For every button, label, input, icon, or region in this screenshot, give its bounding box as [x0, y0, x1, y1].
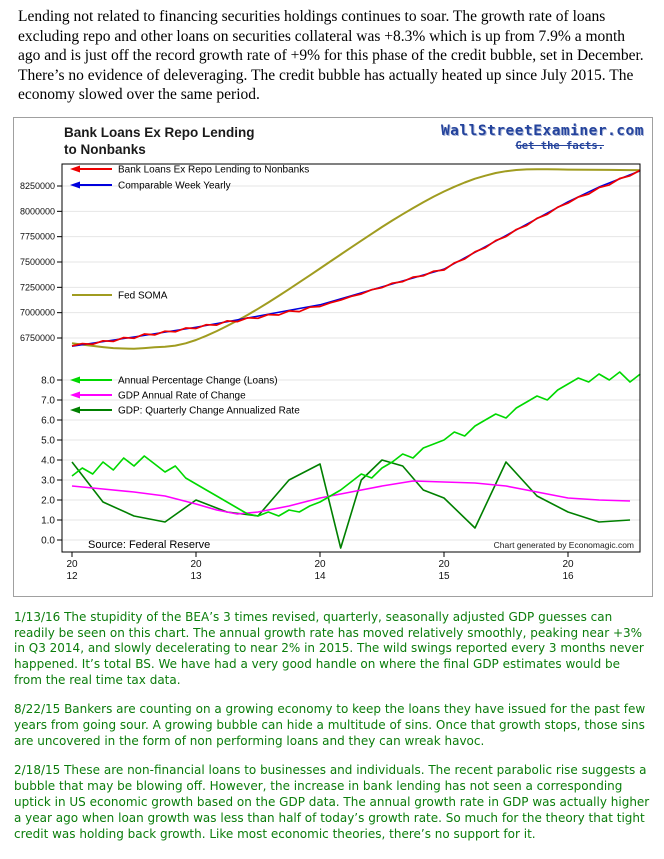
- y-tick-label: 6750000: [20, 333, 55, 343]
- x-tick-label-bottom: 13: [190, 571, 202, 582]
- chart-region: 8250000 8000000 7750000 7500000 7250000 70000…: [13, 116, 653, 597]
- x-tick-label-top: 20: [190, 559, 202, 570]
- watermark-block: WallStreetExaminer.com Get the facts.: [441, 123, 644, 152]
- y-tick-label: 4.0: [41, 455, 55, 466]
- legend-label-1: Comparable Week Yearly: [118, 180, 231, 191]
- y-tick-label: 3.0: [41, 475, 55, 486]
- series-line-2: [71, 167, 641, 350]
- legend-label-3: Annual Percentage Change (Loans): [118, 375, 278, 386]
- y-tick-label: 5.0: [41, 435, 55, 446]
- source-note: Source: Federal Reserve: [88, 539, 210, 551]
- comment-paragraph-3: 2/18/15 These are non-financial loans to…: [14, 763, 650, 842]
- y-tick-label: 7.0: [41, 395, 55, 406]
- comment-paragraph-1: 1/13/16 The stupidity of the BEA’s 3 tim…: [14, 609, 644, 688]
- x-tick-label-top: 20: [562, 559, 574, 570]
- chart-canvas: 8250000 8000000 7750000 7500000 7250000 70000…: [20, 163, 641, 582]
- y-tick-label: 0.0: [41, 535, 55, 546]
- y-tick-label: 2.0: [41, 495, 55, 506]
- y-tick-label: 8250000: [20, 181, 55, 191]
- chart-title-line1: Bank Loans Ex Repo Lending: [64, 124, 255, 140]
- article-page: Lending not related to financing securit…: [0, 7, 664, 843]
- intro-paragraph: Lending not related to financing securit…: [18, 8, 644, 104]
- y-tick-label: 7250000: [20, 282, 55, 292]
- y-tick-label: 7000000: [20, 307, 55, 317]
- watermark-tagline: Get the facts.: [515, 139, 604, 152]
- y-tick-label: 7750000: [20, 231, 55, 241]
- x-tick-label-top: 20: [438, 559, 450, 570]
- y-tick-label: 8.0: [41, 375, 55, 386]
- comment-paragraph-2: 8/22/15 Bankers are counting on a growin…: [14, 702, 646, 749]
- x-tick-label-bottom: 16: [562, 571, 574, 582]
- y-tick-label: 8000000: [20, 206, 55, 216]
- x-tick-label-top: 20: [66, 559, 78, 570]
- series-line-3: [71, 370, 641, 517]
- y-tick-label: 6.0: [41, 415, 55, 426]
- legend-label-5: GDP: Quarterly Change Annualized Rate: [118, 405, 300, 416]
- legend-arrow-icon: [70, 181, 80, 189]
- series-line-1: [71, 169, 641, 347]
- legend-arrow-icon: [70, 406, 80, 414]
- series-line-4: [71, 479, 631, 515]
- x-tick-label-top: 20: [314, 559, 326, 570]
- series-line-5: [71, 458, 631, 549]
- legend-label-4: GDP Annual Rate of Change: [118, 390, 246, 401]
- y-tick-label: 7500000: [20, 257, 55, 267]
- x-tick-label-bottom: 15: [438, 571, 450, 582]
- watermark-link[interactable]: WallStreetExaminer.com: [440, 122, 644, 139]
- chart-title-line2: to Nonbanks: [64, 141, 146, 157]
- credit-note: Chart generated by Economagic.com: [494, 540, 634, 550]
- comments-section: 1/13/16 The stupidity of the BEA’s 3 tim…: [14, 610, 650, 843]
- x-tick-label-bottom: 12: [66, 571, 78, 582]
- y-tick-label: 1.0: [41, 515, 55, 526]
- plot-border: [61, 163, 641, 553]
- legend-label-0: Bank Loans Ex Repo Lending to Nonbanks: [118, 164, 309, 175]
- legend-label-2: Fed SOMA: [118, 290, 168, 301]
- x-tick-label-bottom: 14: [314, 571, 326, 582]
- series-line-0: [71, 168, 641, 347]
- chart-title: Bank Loans Ex Repo Lending to Nonbanks: [64, 124, 255, 159]
- legend-arrow-icon: [70, 165, 80, 173]
- legend-arrow-icon: [70, 391, 80, 399]
- legend-arrow-icon: [70, 376, 80, 384]
